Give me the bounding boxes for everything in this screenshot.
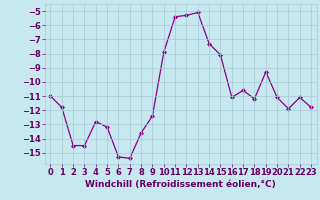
X-axis label: Windchill (Refroidissement éolien,°C): Windchill (Refroidissement éolien,°C) <box>85 180 276 189</box>
